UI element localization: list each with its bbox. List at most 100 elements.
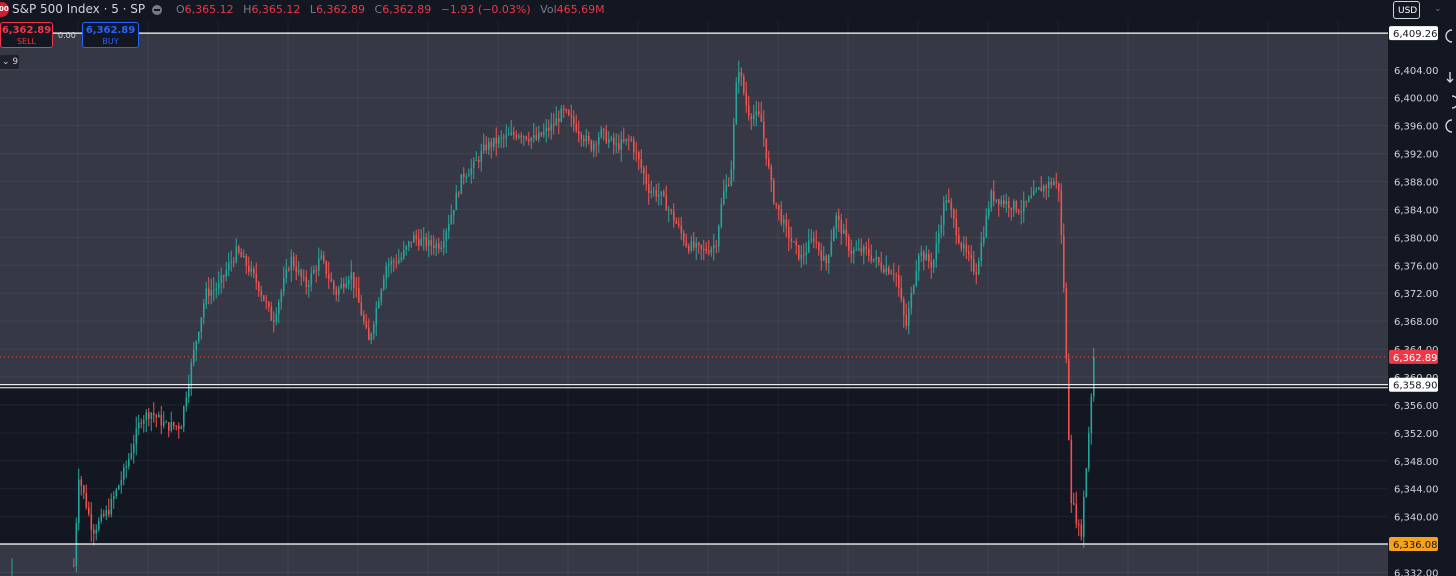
candle-body <box>808 240 810 253</box>
zone-1 <box>0 544 1388 576</box>
candle-body <box>320 255 323 260</box>
ohlc-values: O6,365.12 H6,365.12 L6,362.89 C6,362.89 … <box>176 3 611 16</box>
candle-body <box>800 254 803 260</box>
candle-body <box>1088 433 1090 469</box>
buy-label: BUY <box>102 37 119 46</box>
candle-body <box>795 241 798 246</box>
candle-body <box>475 160 478 162</box>
candle-body <box>218 283 220 289</box>
chevron-down-icon[interactable]: ⌄ <box>1434 4 1442 14</box>
change-value: −1.93 (−0.03%) <box>440 3 531 16</box>
candle-body <box>405 246 408 250</box>
candle-body <box>1040 187 1043 192</box>
candle-body <box>205 288 208 304</box>
candle-body <box>873 258 875 261</box>
candle-body <box>893 273 895 275</box>
candle-body <box>573 116 575 124</box>
candle-body <box>743 76 745 93</box>
collapse-icon[interactable] <box>152 5 162 15</box>
candle-body <box>998 199 1000 205</box>
candle-body <box>195 341 198 351</box>
candle-body <box>670 209 673 211</box>
candle-body <box>970 254 973 260</box>
candle-body <box>980 242 983 262</box>
price-tag-label: 6,336.08 <box>1393 540 1438 551</box>
candle-body <box>888 267 890 274</box>
open-label: O <box>176 3 185 16</box>
candle-body <box>180 426 183 429</box>
candle-body <box>623 139 625 141</box>
candle-body <box>283 278 285 292</box>
candle-body <box>805 252 808 256</box>
candle-body <box>355 287 358 289</box>
candle-body <box>715 245 718 247</box>
candle-body <box>255 273 258 283</box>
indicators-toggle[interactable]: ⌄ 9 <box>0 55 19 69</box>
y-tick-label: 6,388.00 <box>1394 178 1439 189</box>
candle-body <box>290 256 293 270</box>
right-toolbar-icons[interactable] <box>1445 29 1456 133</box>
candle-body <box>230 261 233 263</box>
candle-body <box>635 151 638 153</box>
candle-body <box>753 115 755 119</box>
candle-body <box>388 264 390 267</box>
candle-body <box>463 174 465 177</box>
sell-price: 6,362.89 <box>1 25 52 36</box>
candle-body <box>393 260 395 262</box>
candle-body <box>740 72 743 77</box>
candle-body <box>960 243 963 249</box>
candle-body <box>630 139 633 141</box>
candle-body <box>1060 191 1063 236</box>
candle-body <box>540 132 543 136</box>
candle-body <box>868 248 870 256</box>
candle-body <box>148 412 150 419</box>
candle-body <box>258 282 260 291</box>
sp-logo-icon: 500 <box>0 2 9 17</box>
candle-body <box>360 302 363 316</box>
candle-body <box>490 141 493 147</box>
candle-body <box>445 231 448 242</box>
candle-body <box>295 266 298 273</box>
candle-body <box>883 269 885 273</box>
chart-grid <box>0 20 1388 576</box>
currency-select[interactable]: USD <box>1393 1 1420 19</box>
candle-body <box>308 284 310 288</box>
buy-button[interactable]: 6,362.89 BUY <box>82 22 139 48</box>
candle-body <box>848 236 850 251</box>
candle-body <box>130 452 133 459</box>
price-tag-label: 6,409.26 <box>1393 29 1438 40</box>
candle-body <box>510 132 513 135</box>
candle-body <box>770 166 773 181</box>
symbol-title[interactable]: S&P 500 Index · 5 · SP <box>12 2 146 16</box>
candle-body <box>1085 468 1088 497</box>
candle-body <box>168 422 170 431</box>
buy-price: 6,362.89 <box>85 25 136 36</box>
candle-body <box>828 255 830 264</box>
candle-body <box>183 406 185 427</box>
candle-body <box>293 256 295 267</box>
candle-body <box>870 255 873 261</box>
candle-body <box>260 290 263 296</box>
candle-body <box>565 109 568 111</box>
price-tag <box>1389 26 1438 41</box>
candle-body <box>163 422 165 426</box>
candle-body <box>473 160 475 168</box>
candle-body <box>903 299 905 316</box>
y-tick-label: 6,332.00 <box>1394 569 1439 576</box>
sell-button[interactable]: 6,362.89 SELL <box>0 22 53 48</box>
candle-body <box>913 285 915 293</box>
candle-body <box>723 191 725 205</box>
candle-body <box>598 137 600 145</box>
y-tick-label: 6,400.00 <box>1394 94 1439 105</box>
candle-body <box>690 241 693 251</box>
candle-body <box>923 252 925 261</box>
candle-body <box>1070 440 1073 504</box>
candle-body <box>850 250 853 254</box>
candle-body <box>363 315 365 322</box>
candle-body <box>1018 210 1020 213</box>
candle-body <box>725 184 728 192</box>
candle-body <box>1030 195 1033 198</box>
candle-body <box>280 291 283 302</box>
price-tag <box>1389 349 1438 364</box>
